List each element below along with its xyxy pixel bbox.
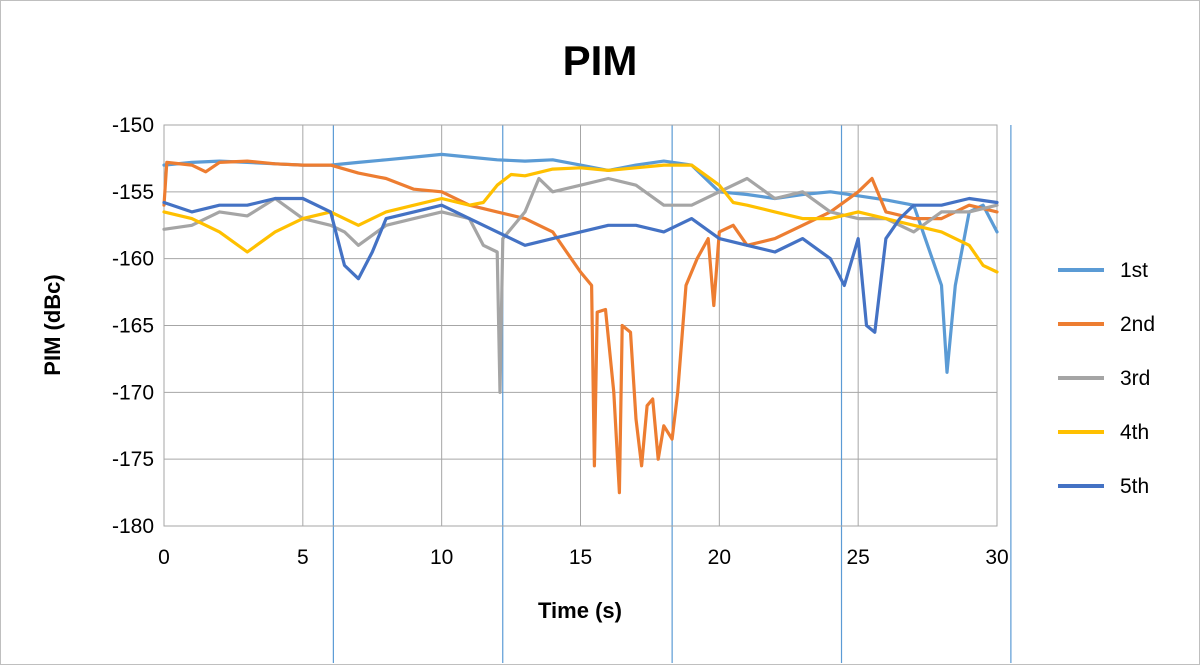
x-axis-label: Time (s) bbox=[538, 598, 622, 623]
y-tick-label: -170 bbox=[112, 381, 154, 404]
y-tick-label: -175 bbox=[112, 448, 154, 471]
chart-title: PIM bbox=[563, 37, 638, 84]
legend-label-2nd: 2nd bbox=[1120, 313, 1155, 336]
y-tick-label: -155 bbox=[112, 181, 154, 204]
y-tick-label: -150 bbox=[112, 114, 154, 137]
legend-label-5th: 5th bbox=[1120, 475, 1149, 498]
x-tick-label: 15 bbox=[569, 546, 592, 569]
x-axis-ticks: 0 5 10 15 20 25 30 bbox=[158, 546, 1009, 569]
x-tick-label: 5 bbox=[297, 546, 309, 569]
series-line-4th bbox=[162, 163, 999, 274]
legend-label-1st: 1st bbox=[1120, 259, 1148, 282]
legend-label-3rd: 3rd bbox=[1120, 367, 1150, 390]
x-tick-label: 20 bbox=[708, 546, 731, 569]
legend-label-4th: 4th bbox=[1120, 421, 1149, 444]
x-tick-label: 10 bbox=[430, 546, 453, 569]
x-tick-label: 30 bbox=[985, 546, 1008, 569]
series-line-5th bbox=[162, 196, 999, 334]
x-tick-label: 0 bbox=[158, 546, 170, 569]
y-tick-label: -165 bbox=[112, 315, 154, 338]
legend: 1st 2nd 3rd 4th 5th bbox=[1058, 259, 1155, 498]
y-tick-label: -160 bbox=[112, 248, 154, 271]
x-tick-label: 25 bbox=[846, 546, 869, 569]
plot-area bbox=[163, 124, 998, 527]
series-line-3rd bbox=[162, 176, 999, 394]
series-layer bbox=[162, 152, 999, 495]
series-line-2nd bbox=[162, 159, 999, 495]
y-axis-label: PIM (dBc) bbox=[40, 274, 65, 375]
y-tick-label: -180 bbox=[112, 515, 154, 538]
y-axis-ticks: -150 -155 -160 -165 -170 -175 -180 bbox=[112, 114, 154, 538]
